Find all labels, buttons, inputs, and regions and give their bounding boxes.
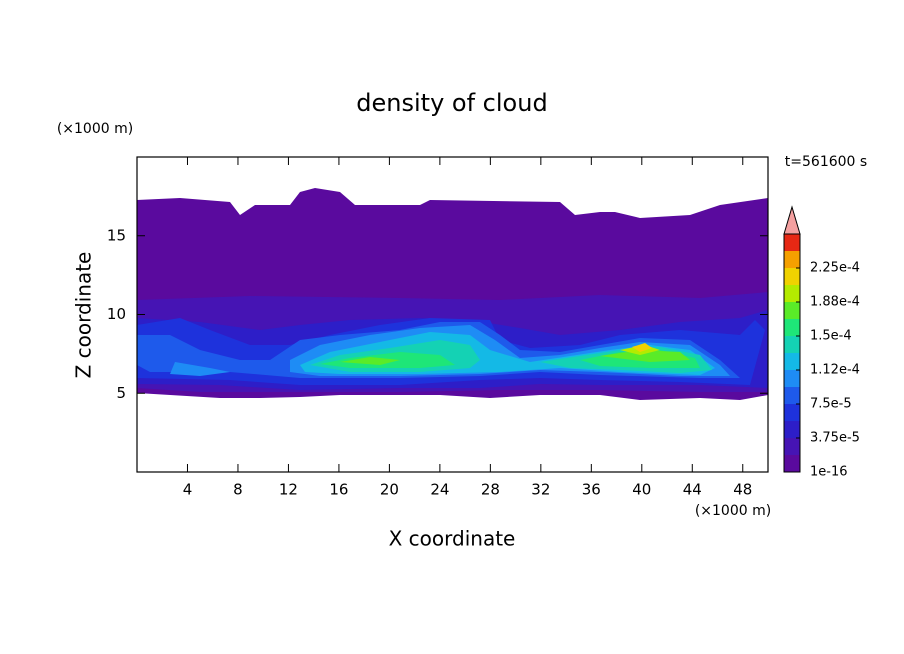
chart-title: density of cloud	[356, 89, 547, 117]
colorbar-tick-label: 1.12e-4	[810, 363, 860, 378]
contour-field	[137, 188, 768, 400]
contour-region	[600, 350, 690, 362]
x-tick-label: 24	[430, 481, 449, 499]
colorbar-tick-label: 1.5e-4	[810, 329, 852, 344]
y-axis-title: Z coordinate	[72, 252, 96, 379]
colorbar-band	[784, 455, 800, 472]
colorbar-band	[784, 438, 800, 455]
colorbar-band	[784, 319, 800, 336]
colorbar-tick-label: 2.25e-4	[810, 261, 860, 276]
contour-region	[170, 362, 230, 376]
colorbar-tick-label: 3.75e-5	[810, 431, 860, 446]
colorbar-tick-label: 7.5e-5	[810, 397, 852, 412]
x-axis-title: X coordinate	[389, 527, 516, 551]
x-tick-label: 36	[582, 481, 601, 499]
colorbar-band	[784, 268, 800, 285]
colorbar-band	[784, 421, 800, 438]
colorbar-band	[784, 302, 800, 319]
y-unit: (×1000 m)	[57, 121, 133, 137]
colorbar-band	[784, 285, 800, 302]
colorbar-tick-label: 1.88e-4	[810, 295, 860, 310]
x-tick-label: 32	[531, 481, 550, 499]
x-tick-label: 44	[683, 481, 702, 499]
x-tick-label: 16	[329, 481, 348, 499]
y-tick-label: 5	[116, 384, 126, 402]
colorbar-band	[784, 404, 800, 421]
x-tick-label: 8	[233, 481, 243, 499]
colorbar-band	[784, 370, 800, 387]
contour-region	[632, 343, 652, 352]
y-tick-label: 15	[107, 226, 126, 244]
colorbar-band	[784, 251, 800, 268]
x-tick-label: 12	[279, 481, 298, 499]
colorbar-tick-label: 1e-16	[810, 465, 848, 480]
x-tick-label: 28	[481, 481, 500, 499]
y-tick-label: 10	[107, 305, 126, 323]
x-tick-label: 40	[632, 481, 651, 499]
x-unit: (×1000 m)	[695, 503, 771, 519]
colorbar-extend	[783, 205, 801, 235]
colorbar-band	[784, 234, 800, 251]
x-tick-label: 48	[733, 481, 752, 499]
colorbar-band	[784, 336, 800, 353]
colorbar-band	[784, 353, 800, 370]
x-tick-label: 4	[183, 481, 193, 499]
colorbar-band	[784, 387, 800, 404]
contour-region	[340, 357, 400, 365]
colorbar-frame	[783, 233, 801, 473]
x-tick-label: 20	[380, 481, 399, 499]
time-label: t=561600 s	[785, 154, 867, 170]
